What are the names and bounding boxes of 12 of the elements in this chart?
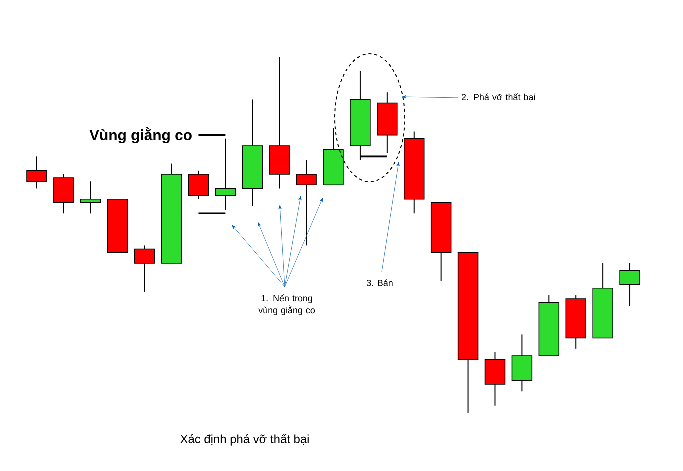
annotation: 3. Bán xyxy=(366,280,393,286)
candlestick xyxy=(188,170,210,200)
series-label: Vùng giằng co xyxy=(90,127,192,144)
candlestick xyxy=(215,138,236,211)
annotation: 2. Phá vỡ thất bại xyxy=(462,94,536,102)
candlestick xyxy=(620,262,640,307)
candlestick xyxy=(134,245,156,292)
annotation: 1. Nến trong vùng giằng co xyxy=(258,294,316,316)
candlestick xyxy=(26,156,48,190)
text: Xác định phá vỡ thất bại xyxy=(180,434,309,446)
candlestick xyxy=(80,181,102,214)
candlestick xyxy=(296,160,317,246)
